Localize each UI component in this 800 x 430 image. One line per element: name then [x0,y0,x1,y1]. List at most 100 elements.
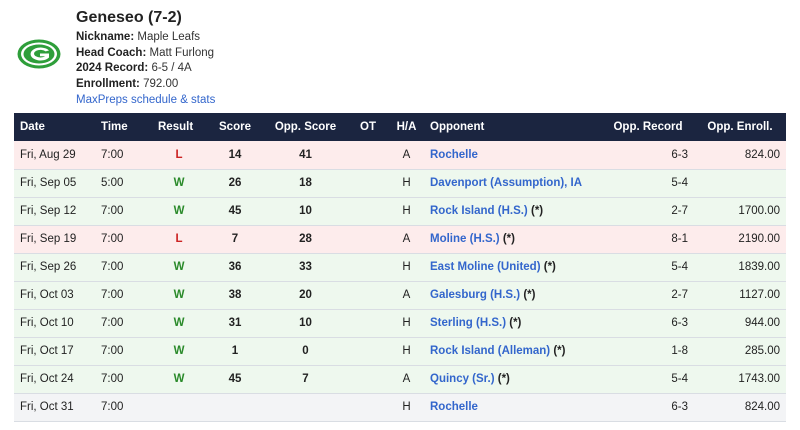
cell-date: Fri, Oct 31 [14,393,95,422]
opponent-link[interactable]: Davenport (Assumption), IA [430,177,583,189]
cell-score: 45 [206,365,264,394]
cell-score [206,393,264,422]
table-row: Fri, Oct 31 7:00 H Rochelle 6-3 824.00 [14,393,786,422]
opponent-link[interactable]: Rock Island (Alleman) [430,345,551,357]
cell-opp-record: 5-4 [602,253,694,282]
conference-marker: (*) [497,373,510,385]
cell-score: 7 [206,225,264,254]
cell-score: 36 [206,253,264,282]
enrollment-line: Enrollment: 792.00 [76,77,215,93]
cell-opp-score: 18 [264,169,347,198]
cell-opponent: Galesburg (H.S.) (*) [424,281,602,310]
cell-opp-enroll: 824.00 [694,141,786,170]
cell-score: 14 [206,141,264,170]
cell-opp-record: 2-7 [602,197,694,226]
nickname-line: Nickname: Maple Leafs [76,30,215,46]
opponent-link[interactable]: Rochelle [430,148,478,161]
cell-opp-score: 10 [264,309,347,338]
col-header-date: Date [14,113,95,141]
cell-opp-enroll: 1700.00 [694,197,786,226]
cell-time: 7:00 [95,253,152,282]
col-header-opp-record: Opp. Record [602,113,694,141]
cell-ha: A [389,365,424,394]
cell-opponent: Davenport (Assumption), IA [424,169,602,198]
cell-date: Fri, Oct 24 [14,365,95,394]
cell-opp-enroll: 824.00 [694,393,786,422]
cell-opponent: Rochelle [424,393,602,422]
cell-time: 7:00 [95,197,152,226]
cell-time: 7:00 [95,337,152,366]
col-header-score: Score [206,113,264,141]
cell-date: Fri, Sep 12 [14,197,95,226]
maxpreps-link[interactable]: MaxPreps schedule & stats [76,94,216,106]
opponent-link[interactable]: East Moline (United) [430,261,541,273]
table-row: Fri, Oct 10 7:00 W 31 10 H Sterling (H.S… [14,309,786,338]
enrollment-label: Enrollment: [76,77,140,90]
cell-opponent: Rochelle [424,141,602,170]
conference-marker: (*) [523,289,536,301]
record-value: 6-5 / 4A [151,62,192,74]
cell-result: W [152,309,206,338]
cell-score: 31 [206,309,264,338]
cell-ot [347,197,389,226]
col-header-time: Time [95,113,152,141]
cell-result: L [152,141,206,170]
cell-opp-score: 0 [264,337,347,366]
cell-ot [347,393,389,422]
cell-opp-score: 10 [264,197,347,226]
opponent-link[interactable]: Quincy (Sr.) [430,373,495,385]
opponent-link[interactable]: Rock Island (H.S.) [430,205,528,217]
cell-ot [347,141,389,170]
green-g-logo-icon [17,39,61,69]
team-info: Geneseo (7-2) Nickname: Maple Leafs Head… [76,8,215,108]
cell-ot [347,337,389,366]
table-row: Fri, Aug 29 7:00 L 14 41 A Rochelle 6-3 … [14,141,786,170]
opponent-link[interactable]: Rochelle [430,401,478,413]
table-row: Fri, Sep 05 5:00 W 26 18 H Davenport (As… [14,169,786,198]
cell-score: 45 [206,197,264,226]
cell-result: W [152,197,206,226]
coach-label: Head Coach: [76,46,147,59]
cell-date: Fri, Aug 29 [14,141,95,170]
cell-opp-record: 6-3 [602,141,694,170]
nickname-value: Maple Leafs [137,31,201,43]
opponent-link[interactable]: Galesburg (H.S.) [430,289,521,301]
conference-marker: (*) [530,205,544,217]
table-row: Fri, Oct 03 7:00 W 38 20 A Galesburg (H.… [14,281,786,310]
col-header-opp-score: Opp. Score [264,113,347,141]
cell-opp-record: 6-3 [602,309,694,338]
cell-opp-score: 7 [264,365,347,394]
cell-time: 7:00 [95,365,152,394]
enrollment-value: 792.00 [143,77,179,90]
cell-score: 1 [206,337,264,366]
cell-opp-enroll: 944.00 [694,309,786,338]
table-row: Fri, Oct 24 7:00 W 45 7 A Quincy (Sr.) (… [14,365,786,394]
cell-opponent: Rock Island (H.S.) (*) [424,197,602,226]
col-header-ot: OT [347,113,389,141]
cell-opp-score: 20 [264,281,347,310]
table-row: Fri, Sep 19 7:00 L 7 28 A Moline (H.S.) … [14,225,786,254]
schedule-table: Date Time Result Score Opp. Score OT H/A… [14,113,786,422]
cell-time: 7:00 [95,281,152,310]
cell-score: 38 [206,281,264,310]
cell-opp-record: 5-4 [602,169,694,198]
conference-marker: (*) [553,345,566,357]
table-row: Fri, Oct 17 7:00 W 1 0 H Rock Island (Al… [14,337,786,366]
cell-date: Fri, Oct 03 [14,281,95,310]
opponent-link[interactable]: Moline (H.S.) [430,233,500,245]
cell-opp-score: 41 [264,141,347,170]
cell-opp-enroll: 1743.00 [694,365,786,394]
record-line: 2024 Record: 6-5 / 4A [76,61,215,77]
cell-opp-record: 6-3 [602,393,694,422]
nickname-label: Nickname: [76,31,135,43]
cell-ha: H [389,197,424,226]
cell-opp-record: 5-4 [602,365,694,394]
table-row: Fri, Sep 12 7:00 W 45 10 H Rock Island (… [14,197,786,226]
opponent-link[interactable]: Sterling (H.S.) [430,317,507,329]
cell-ha: H [389,169,424,198]
cell-ot [347,169,389,198]
cell-opp-enroll [694,169,786,198]
cell-ha: A [389,225,424,254]
conference-marker: (*) [509,317,522,329]
cell-time: 7:00 [95,225,152,254]
